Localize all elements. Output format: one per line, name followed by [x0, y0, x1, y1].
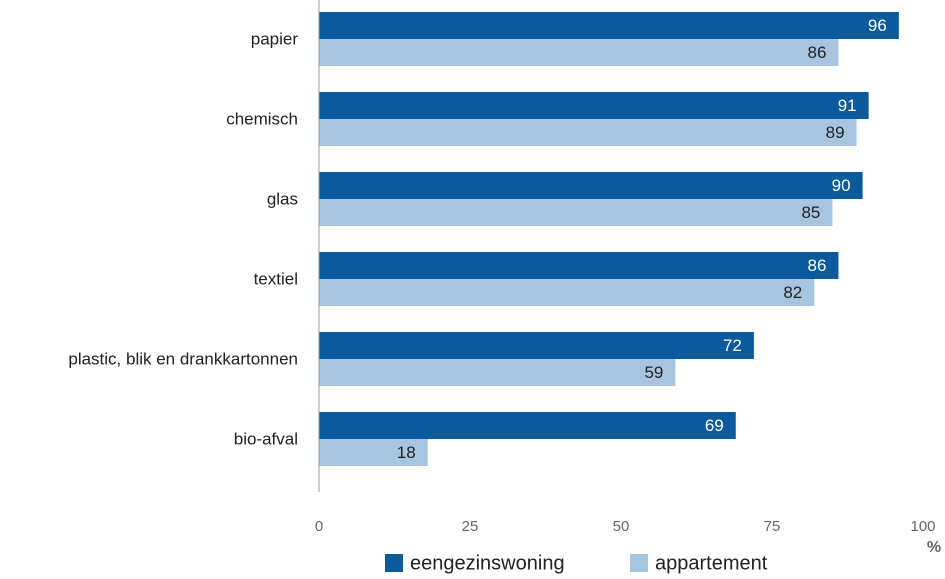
x-tick-label: 25: [462, 518, 479, 535]
value-label: 72: [723, 336, 742, 355]
bar: [319, 332, 754, 359]
bar: [319, 92, 869, 119]
y-tick-label: papier: [251, 29, 299, 48]
legend-label: appartement: [655, 552, 768, 574]
value-label: 69: [705, 416, 724, 435]
value-label: 82: [783, 283, 802, 302]
legend-label: eengezinswoning: [410, 552, 565, 574]
bar: [319, 412, 736, 439]
value-label: 91: [838, 96, 857, 115]
y-tick-label: glas: [267, 189, 298, 208]
value-label: 85: [801, 203, 820, 222]
y-tick-label: chemisch: [226, 109, 298, 128]
legend-swatch: [385, 554, 403, 572]
value-label: 59: [644, 363, 663, 382]
x-axis-label: %: [927, 539, 941, 556]
value-label: 90: [832, 176, 851, 195]
x-tick-label: 100: [910, 518, 935, 535]
bar: [319, 439, 428, 466]
value-label: 86: [808, 43, 827, 62]
bar: [319, 39, 839, 66]
bar: [319, 252, 839, 279]
legend-swatch: [630, 554, 648, 572]
x-tick-label: 75: [764, 518, 781, 535]
bar: [319, 199, 833, 226]
bar: [319, 279, 815, 306]
bar: [319, 119, 857, 146]
bar: [319, 12, 899, 39]
bar: [319, 359, 676, 386]
value-label: 18: [397, 443, 416, 462]
bar: [319, 172, 863, 199]
x-tick-label: 50: [613, 518, 630, 535]
value-label: 96: [868, 16, 887, 35]
y-tick-label: plastic, blik en drankkartonnen: [68, 349, 298, 368]
y-tick-label: textiel: [254, 269, 298, 288]
value-label: 86: [808, 256, 827, 275]
y-tick-label: bio-afval: [234, 429, 298, 448]
value-label: 89: [826, 123, 845, 142]
x-tick-label: 0: [315, 518, 323, 535]
